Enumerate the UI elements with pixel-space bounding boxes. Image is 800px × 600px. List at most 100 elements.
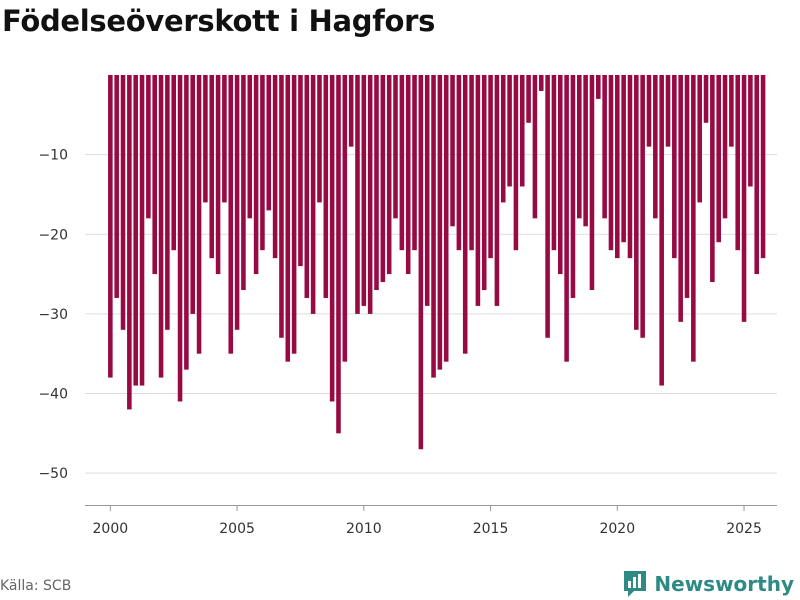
brand-logo[interactable]: Newsworthy — [622, 569, 794, 599]
newsworthy-logo-icon — [624, 571, 647, 597]
bar — [228, 75, 234, 354]
bar — [646, 75, 652, 147]
bar — [722, 75, 728, 219]
y-tick-label: −50 — [38, 466, 68, 482]
bar — [393, 75, 398, 219]
y-tick-label: −30 — [38, 307, 68, 323]
bar — [443, 75, 449, 362]
bar — [703, 75, 709, 123]
bar — [310, 75, 316, 314]
bar — [127, 75, 132, 410]
bars — [108, 75, 766, 450]
bar — [760, 75, 766, 259]
bar — [253, 75, 259, 275]
x-tick-label: 2025 — [726, 521, 762, 537]
bar — [247, 75, 253, 219]
bar — [405, 75, 411, 275]
bar — [469, 75, 474, 251]
bar — [317, 75, 322, 203]
bar — [716, 75, 721, 243]
bar — [342, 75, 348, 362]
bar — [481, 75, 487, 290]
bar — [165, 75, 170, 330]
bar — [450, 75, 455, 227]
bar — [279, 75, 284, 338]
bar — [608, 75, 614, 251]
bar — [380, 75, 386, 283]
x-tick-label: 2015 — [473, 521, 509, 537]
x-tick-label: 2005 — [219, 521, 255, 537]
bar — [304, 75, 310, 298]
x-tick-label: 2010 — [346, 521, 382, 537]
bar — [260, 75, 265, 251]
bar — [684, 75, 690, 298]
bar — [139, 75, 145, 386]
bar — [564, 75, 569, 362]
x-tick-label: 2020 — [599, 521, 635, 537]
bar — [120, 75, 126, 330]
bar — [697, 75, 702, 203]
bar — [545, 75, 550, 338]
bar — [488, 75, 493, 259]
bar — [222, 75, 227, 203]
bar — [627, 75, 633, 259]
x-tick-label: 2000 — [93, 521, 129, 537]
bar — [431, 75, 436, 378]
bar — [196, 75, 202, 354]
bar — [323, 75, 329, 298]
bar — [494, 75, 500, 306]
bar — [215, 75, 221, 275]
bar — [653, 75, 658, 219]
bar — [557, 75, 563, 275]
bar — [456, 75, 462, 251]
bar — [526, 75, 531, 123]
bar — [596, 75, 601, 99]
bar — [462, 75, 468, 354]
bar — [729, 75, 734, 147]
bar — [602, 75, 607, 219]
bar — [152, 75, 157, 275]
bar — [621, 75, 626, 243]
bar — [507, 75, 512, 187]
bar — [513, 75, 519, 251]
bar — [367, 75, 373, 314]
bar — [298, 75, 303, 267]
bar — [735, 75, 740, 251]
chart-title: Födelseöverskott i Hagfors — [2, 4, 436, 38]
bar — [355, 75, 360, 314]
bar — [659, 75, 664, 386]
y-tick-label: −20 — [38, 227, 68, 243]
bar — [678, 75, 683, 322]
bar — [570, 75, 576, 298]
y-tick-label: −10 — [38, 148, 68, 164]
bar — [519, 75, 525, 187]
bar — [424, 75, 430, 306]
bar — [748, 75, 753, 187]
brand-name: Newsworthy — [654, 572, 794, 596]
bar — [615, 75, 620, 259]
bar — [209, 75, 215, 259]
bar — [672, 75, 677, 259]
bar — [577, 75, 582, 219]
bar — [348, 75, 354, 147]
bar — [691, 75, 696, 362]
bar — [412, 75, 417, 251]
bar — [133, 75, 138, 386]
bar — [190, 75, 196, 314]
bar — [177, 75, 183, 402]
bar — [171, 75, 176, 251]
bar — [589, 75, 595, 290]
bar — [184, 75, 189, 370]
y-tick-label: −40 — [38, 387, 68, 403]
bar — [203, 75, 208, 203]
bar — [361, 75, 367, 306]
y-axis-labels: −10 −20 −30 −40 −50 — [38, 148, 68, 483]
bar — [285, 75, 291, 362]
bar — [329, 75, 335, 402]
source-note: Källa: SCB — [0, 578, 72, 594]
bar — [108, 75, 113, 378]
bar — [500, 75, 506, 203]
bar — [640, 75, 645, 338]
bar — [418, 75, 424, 450]
bar — [291, 75, 297, 354]
